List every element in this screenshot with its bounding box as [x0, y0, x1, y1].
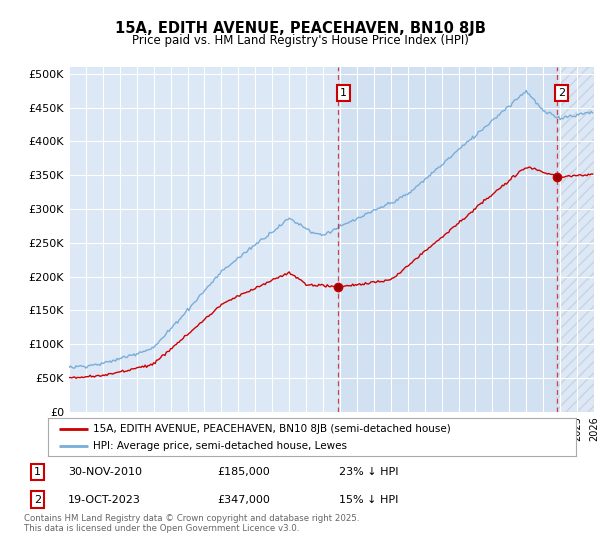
Text: 15% ↓ HPI: 15% ↓ HPI	[338, 494, 398, 505]
Text: 2: 2	[558, 88, 565, 98]
Text: 30-NOV-2010: 30-NOV-2010	[68, 467, 142, 477]
Text: HPI: Average price, semi-detached house, Lewes: HPI: Average price, semi-detached house,…	[93, 441, 347, 451]
Text: £185,000: £185,000	[217, 467, 270, 477]
Text: 15A, EDITH AVENUE, PEACEHAVEN, BN10 8JB (semi-detached house): 15A, EDITH AVENUE, PEACEHAVEN, BN10 8JB …	[93, 423, 451, 433]
Text: 1: 1	[340, 88, 347, 98]
Text: Contains HM Land Registry data © Crown copyright and database right 2025.
This d: Contains HM Land Registry data © Crown c…	[24, 514, 359, 534]
Text: £347,000: £347,000	[217, 494, 270, 505]
Bar	[557, 67, 594, 412]
Text: 15A, EDITH AVENUE, PEACEHAVEN, BN10 8JB: 15A, EDITH AVENUE, PEACEHAVEN, BN10 8JB	[115, 21, 485, 35]
Text: 2: 2	[34, 494, 41, 505]
Text: Price paid vs. HM Land Registry's House Price Index (HPI): Price paid vs. HM Land Registry's House …	[131, 34, 469, 47]
Text: 1: 1	[34, 467, 41, 477]
Bar	[557, 67, 594, 412]
Bar	[338, 67, 557, 412]
Text: 19-OCT-2023: 19-OCT-2023	[68, 494, 141, 505]
Text: 23% ↓ HPI: 23% ↓ HPI	[338, 467, 398, 477]
